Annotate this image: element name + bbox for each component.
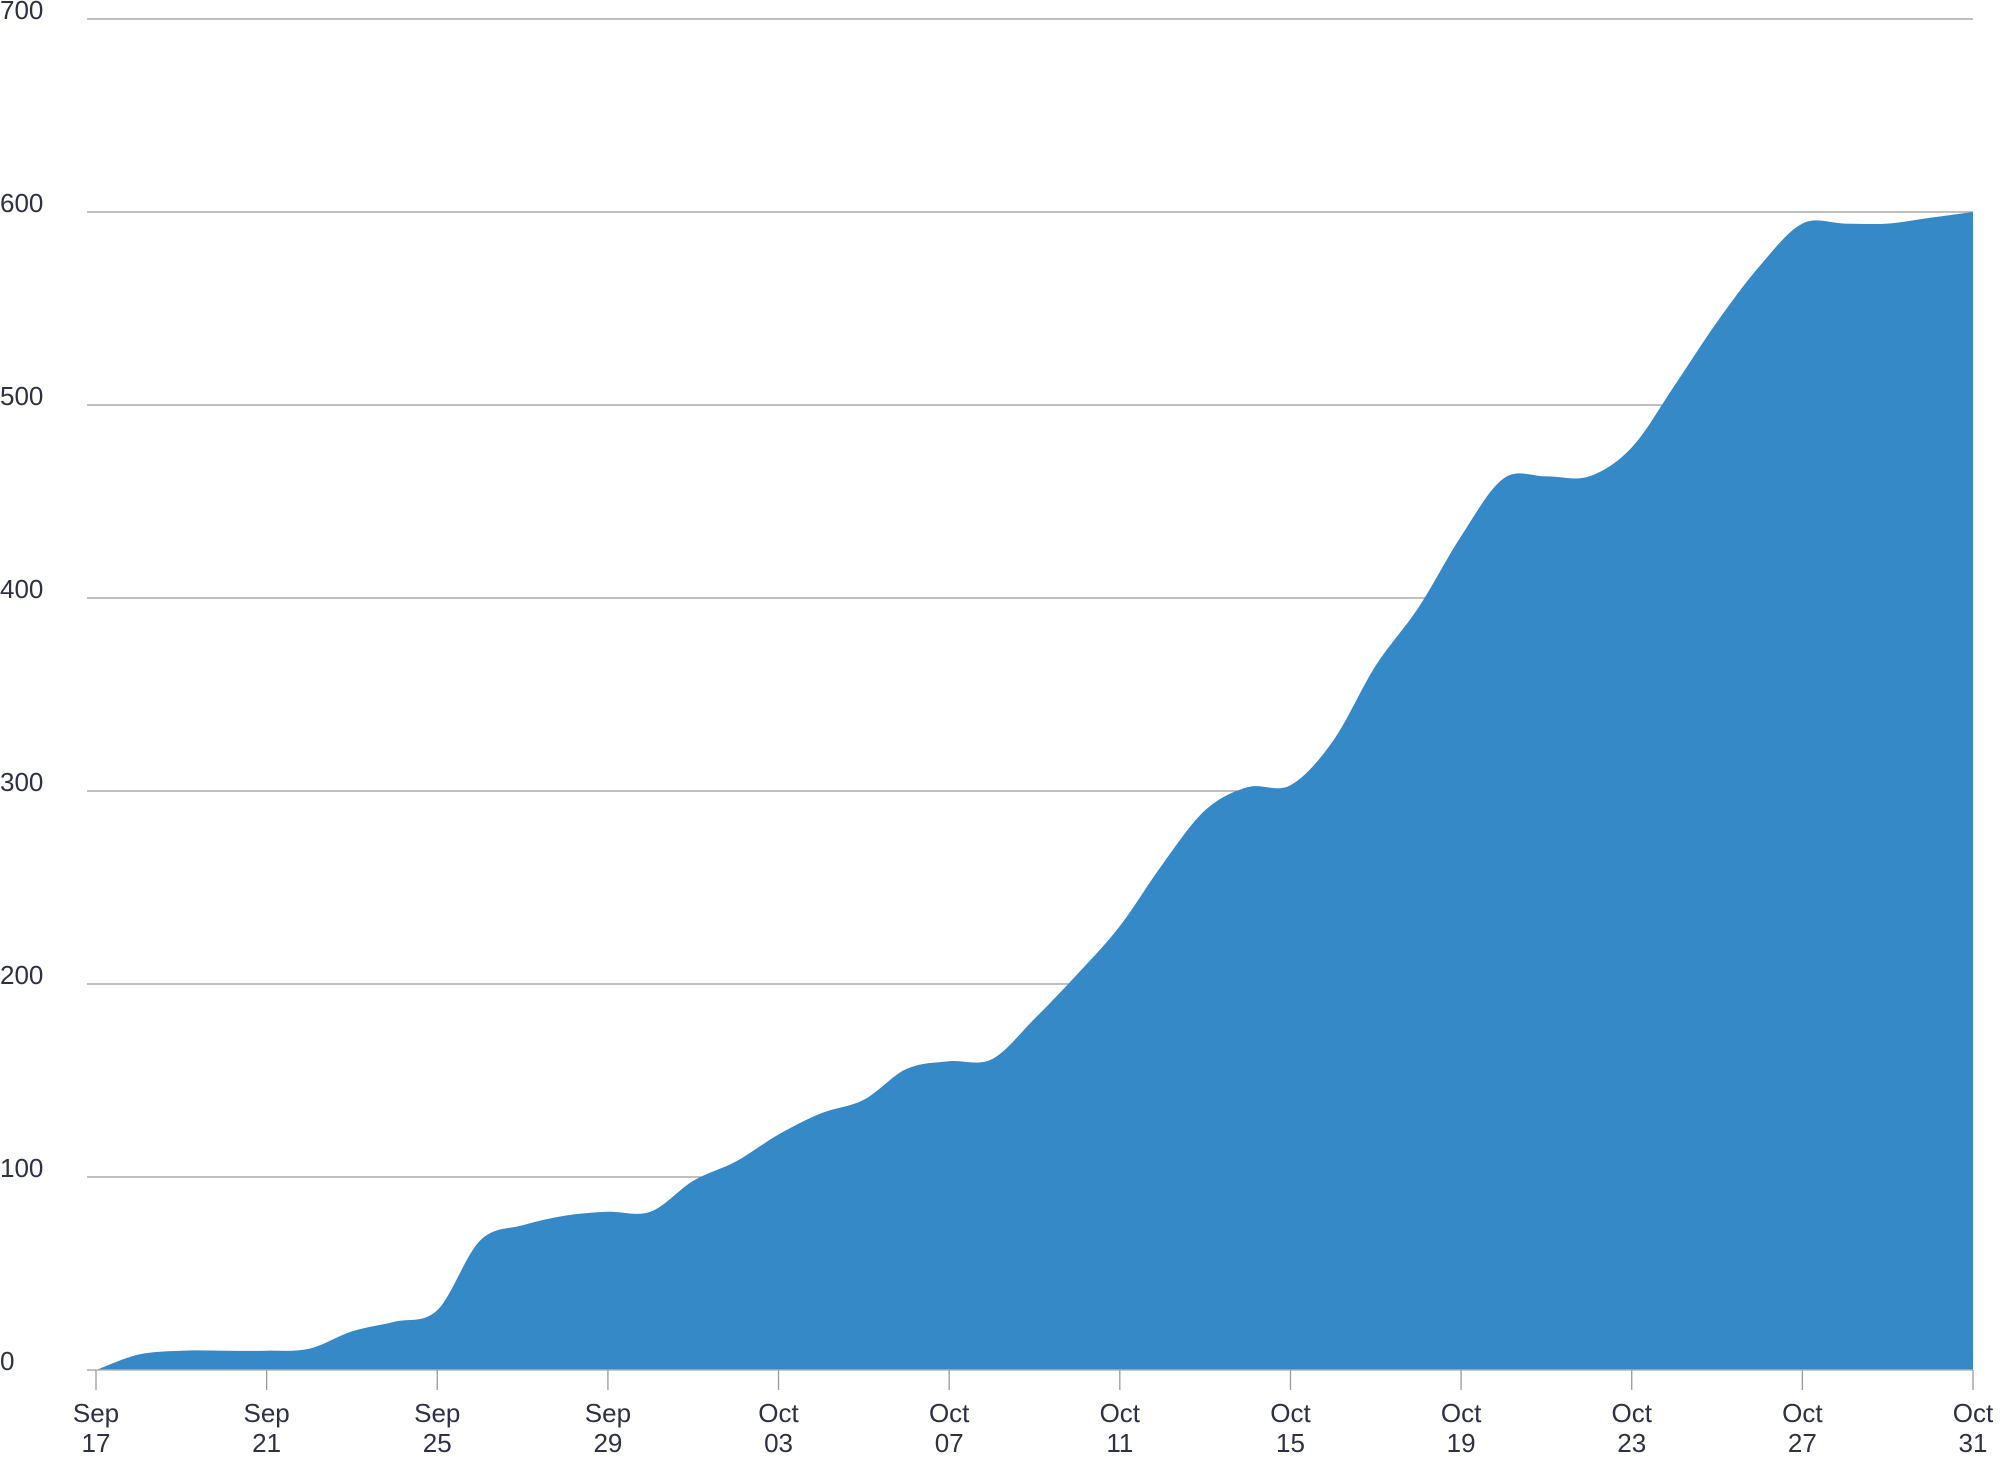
x-tick-label: Oct 19 xyxy=(1440,1398,1482,1458)
x-tick-label: Sep 25 xyxy=(414,1398,461,1458)
y-tick-label: 100 xyxy=(0,1153,43,1183)
x-tick-label: Sep 29 xyxy=(584,1398,632,1458)
area xyxy=(96,212,1973,1370)
x-tick-label: Sep 17 xyxy=(72,1398,120,1458)
x-tick-label: Oct 31 xyxy=(1952,1398,1994,1458)
x-tick-label: Oct 07 xyxy=(928,1398,970,1458)
x-tick-label: Sep 21 xyxy=(243,1398,290,1458)
y-tick-label: 600 xyxy=(0,188,43,218)
y-tick-label: 0 xyxy=(0,1346,14,1376)
y-tick-label: 700 xyxy=(0,0,43,25)
x-tick-label: Oct 23 xyxy=(1611,1398,1652,1458)
x-tick-label: Oct 03 xyxy=(758,1398,799,1458)
y-tick-label: 300 xyxy=(0,767,43,797)
y-tick-label: 400 xyxy=(0,574,43,604)
y-tick-label: 200 xyxy=(0,960,43,990)
x-tick-label: Oct 11 xyxy=(1099,1398,1141,1458)
y-tick-label: 500 xyxy=(0,381,43,411)
x-tick-label: Oct 27 xyxy=(1782,1398,1823,1458)
x-tick-label: Oct 15 xyxy=(1270,1398,1311,1458)
